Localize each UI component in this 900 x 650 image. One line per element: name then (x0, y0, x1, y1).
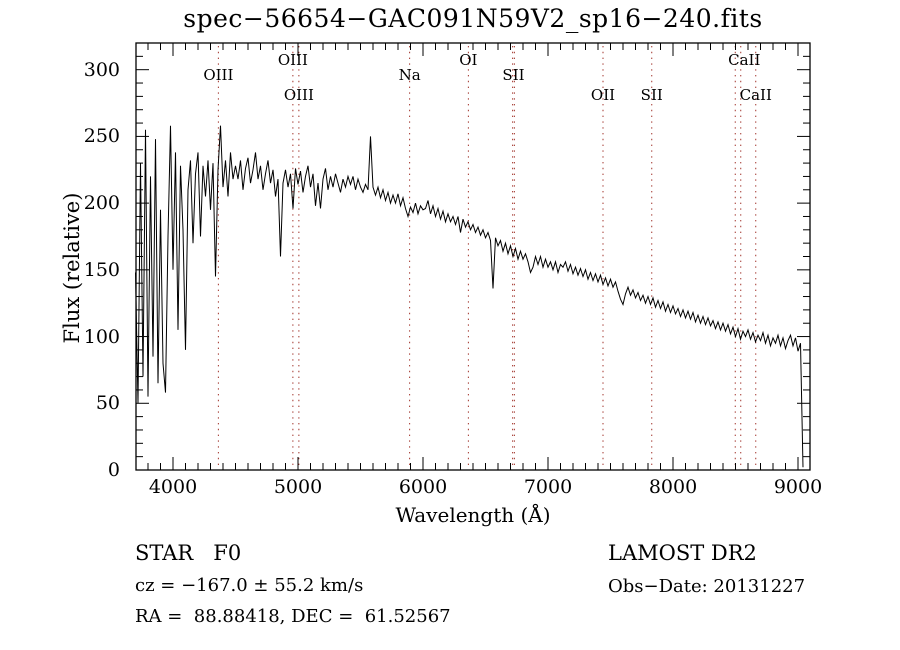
ra-dec-label: RA = 88.88418, DEC = 61.52567 (135, 606, 451, 627)
spectral-line-label: Na (398, 66, 421, 84)
spectral-line-label: SII (502, 66, 525, 84)
spectral-line-label: OIII (283, 86, 314, 104)
y-tick-label: 200 (83, 192, 120, 215)
spectral-line-label: OIII (277, 51, 308, 69)
spectral-line-label: OII (590, 86, 616, 104)
spectral-line-label: OI (459, 51, 478, 69)
y-tick-label: 150 (83, 258, 120, 281)
plot-border (135, 42, 811, 471)
spectrum-trace (135, 125, 804, 468)
y-tick-label: 100 (83, 325, 120, 348)
spectral-line-label: CaII (739, 86, 772, 104)
spectral-line-label: SII (640, 86, 663, 104)
survey-release-label: LAMOST DR2 (608, 541, 757, 565)
plot-title: spec−56654−GAC091N59V2_sp16−240.fits (183, 4, 763, 33)
x-tick-label: 9000 (773, 476, 823, 498)
x-tick-label: 8000 (648, 476, 698, 498)
y-tick-label: 300 (83, 58, 120, 81)
spectral-line-label: CaII (728, 51, 761, 69)
cz-velocity-label: cz = −167.0 ± 55.2 km/s (135, 575, 364, 596)
y-tick-label: 50 (95, 392, 120, 415)
x-tick-label: 5000 (273, 476, 323, 498)
x-tick-label: 7000 (523, 476, 573, 498)
x-tick-label: 4000 (148, 476, 198, 498)
y-tick-label: 250 (83, 125, 120, 148)
obs-date-label: Obs−Date: 20131227 (608, 576, 806, 597)
spectral-line-label: OIII (203, 66, 234, 84)
x-tick-label: 6000 (398, 476, 448, 498)
x-axis-title: Wavelength (Å) (395, 503, 551, 527)
object-class-label: STAR F0 (135, 541, 242, 565)
y-axis-title: Flux (relative) (60, 192, 84, 344)
y-tick-label: 0 (107, 459, 120, 481)
